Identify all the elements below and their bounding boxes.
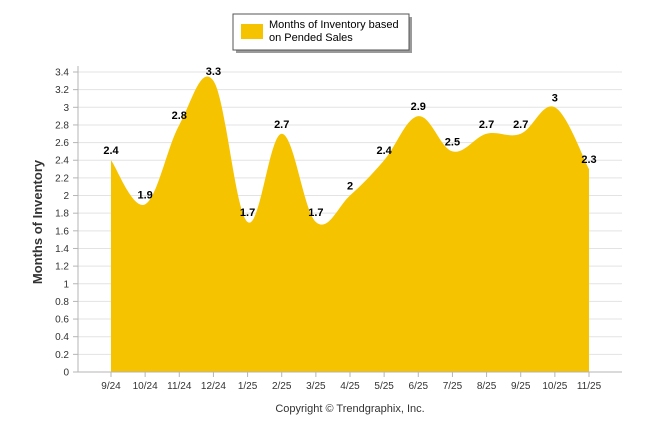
data-label: 2.7 xyxy=(479,119,494,131)
data-label: 1.9 xyxy=(137,189,152,201)
x-tick-label: 11/24 xyxy=(167,381,192,392)
data-label: 3.3 xyxy=(206,66,221,78)
x-tick-label: 9/25 xyxy=(511,381,531,392)
y-tick-label: 0.6 xyxy=(55,315,69,326)
y-tick-label: 0.2 xyxy=(55,350,69,361)
y-tick-label: 1.8 xyxy=(55,209,69,220)
y-tick-label: 1.6 xyxy=(55,226,69,237)
x-tick-label: 1/25 xyxy=(238,381,258,392)
data-label: 2.4 xyxy=(103,145,119,157)
x-tick-label: 3/25 xyxy=(306,381,326,392)
x-tick-label: 4/25 xyxy=(340,381,360,392)
legend-label: Months of Inventory based xyxy=(269,19,399,31)
x-tick-label: 12/24 xyxy=(201,381,226,392)
y-tick-label: 2.4 xyxy=(55,156,69,167)
x-tick-label: 9/24 xyxy=(101,381,121,392)
legend-swatch xyxy=(241,24,263,39)
y-tick-label: 3.4 xyxy=(55,68,69,79)
y-tick-label: 2.2 xyxy=(55,173,69,184)
y-tick-label: 1 xyxy=(63,279,69,290)
y-tick-label: 3 xyxy=(63,103,69,114)
data-label: 2.9 xyxy=(411,101,426,113)
y-tick-label: 0.8 xyxy=(55,297,69,308)
x-tick-label: 7/25 xyxy=(443,381,463,392)
legend-label: on Pended Sales xyxy=(269,32,353,44)
x-tick-label: 10/25 xyxy=(542,381,567,392)
y-tick-label: 2.6 xyxy=(55,138,69,149)
x-tick-label: 10/24 xyxy=(133,381,158,392)
data-label: 2.3 xyxy=(581,154,596,166)
data-label: 1.7 xyxy=(308,207,323,219)
footer-copyright: Copyright © Trendgraphix, Inc. xyxy=(275,403,424,415)
y-tick-label: 2.8 xyxy=(55,120,69,131)
data-label: 2 xyxy=(347,181,353,193)
x-tick-label: 8/25 xyxy=(477,381,497,392)
data-label: 1.7 xyxy=(240,207,255,219)
y-axis-title: Months of Inventory xyxy=(30,159,45,284)
y-tick-label: 0.4 xyxy=(55,332,69,343)
y-tick-label: 0 xyxy=(63,368,69,379)
y-tick-label: 2 xyxy=(63,191,69,202)
data-label: 2.4 xyxy=(376,145,392,157)
data-label: 2.5 xyxy=(445,136,460,148)
data-label: 3 xyxy=(552,92,558,104)
x-tick-label: 2/25 xyxy=(272,381,292,392)
y-tick-label: 1.2 xyxy=(55,262,69,273)
data-label: 2.7 xyxy=(513,119,528,131)
x-tick-label: 5/25 xyxy=(374,381,394,392)
data-label: 2.8 xyxy=(172,110,187,122)
data-label: 2.7 xyxy=(274,119,289,131)
y-tick-label: 3.2 xyxy=(55,85,69,96)
y-tick-label: 1.4 xyxy=(55,244,69,255)
x-tick-label: 11/25 xyxy=(577,381,602,392)
x-tick-label: 6/25 xyxy=(409,381,429,392)
